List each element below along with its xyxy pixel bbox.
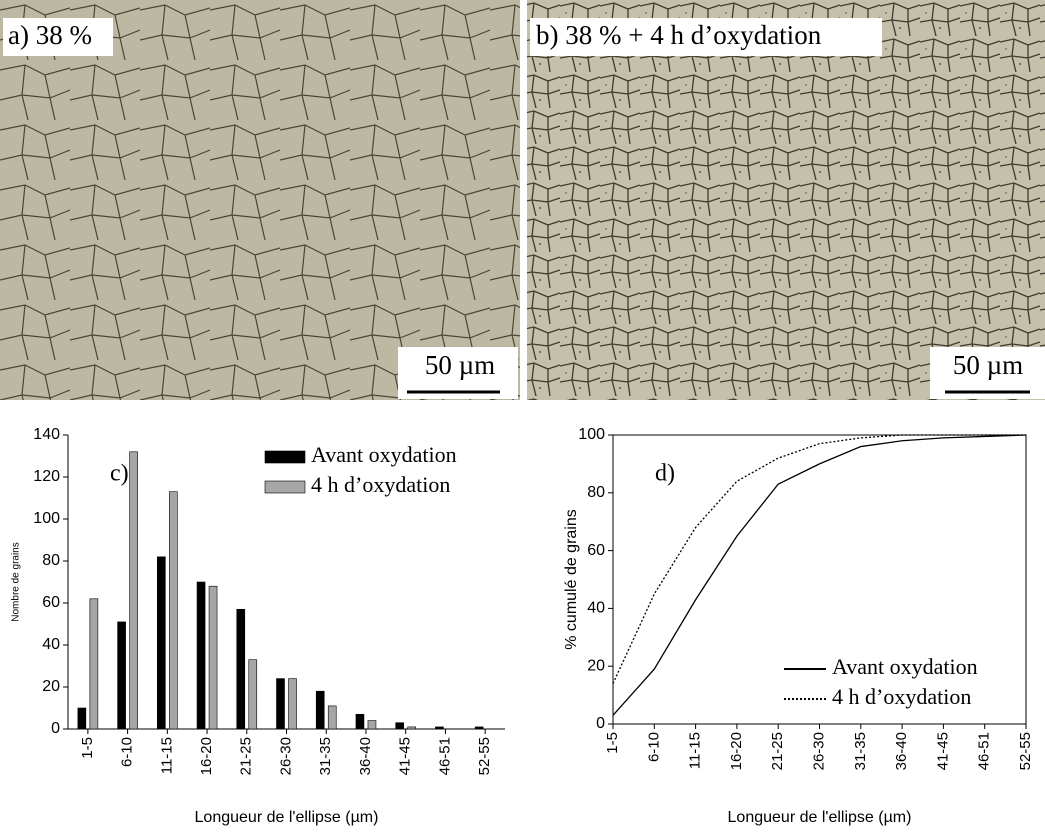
y-tick-label: 100 (33, 510, 60, 527)
scale-box (398, 347, 518, 399)
x-tick-label: 6-10 (119, 737, 136, 767)
legend-label: Avant oxydation (311, 442, 457, 467)
x-tick-label: 46-51 (436, 737, 453, 775)
bar (276, 678, 285, 730)
x-tick-label: 52-55 (476, 737, 493, 775)
y-tick-label: 80 (587, 484, 605, 501)
y-tick-label: 60 (42, 594, 60, 611)
x-tick-label: 11-15 (687, 732, 704, 769)
image-label: a) 38 % (8, 20, 92, 50)
bar (236, 608, 246, 730)
x-tick-label: 6-10 (645, 732, 662, 762)
legend-swatch (264, 480, 306, 494)
bar (315, 690, 325, 730)
bar (157, 556, 166, 730)
bar (474, 726, 484, 730)
annotation: d) (655, 461, 675, 487)
x-tick-label: 36-40 (893, 732, 910, 770)
y-tick-label: 140 (33, 426, 60, 443)
bar (248, 659, 258, 730)
y-tick-label: 40 (587, 600, 605, 617)
scale-label: 50 µm (425, 350, 495, 380)
bar (77, 707, 87, 730)
y-tick-label: 60 (587, 542, 605, 559)
bar (169, 491, 178, 730)
legend-label: Avant oxydation (832, 654, 978, 679)
x-tick-label: 41-45 (934, 732, 951, 770)
legend-swatch (264, 450, 306, 464)
x-tick-label: 26-30 (810, 732, 827, 770)
scale-box (930, 347, 1045, 399)
annotation: c) (110, 461, 129, 487)
x-tick-label: 21-25 (769, 732, 786, 770)
x-tick-label: 31-35 (317, 737, 334, 775)
label-box (3, 18, 113, 56)
y-tick-label: 20 (587, 657, 605, 674)
bar (89, 598, 99, 730)
micrograph-b (527, 0, 1045, 400)
bar (117, 621, 126, 730)
x-tick-label: 52-55 (1017, 732, 1034, 770)
bar (367, 720, 377, 730)
line (612, 434, 1027, 716)
x-tick-label: 11-15 (158, 737, 175, 774)
y-tick-label: 0 (596, 715, 605, 732)
label-box (530, 18, 882, 56)
y-tick-label: 0 (51, 720, 60, 737)
line (612, 434, 1026, 684)
bar (395, 722, 404, 730)
bar (435, 726, 444, 730)
x-tick-label: 46-51 (976, 732, 993, 770)
legend-label: 4 h d’oxydation (832, 684, 971, 709)
y-tick-label: 20 (42, 678, 60, 695)
x-tick-label: 16-20 (198, 737, 215, 775)
bar (196, 581, 206, 730)
scale-label: 50 µm (953, 350, 1023, 380)
bar (355, 713, 365, 730)
bar (129, 451, 138, 730)
y-tick-label: 80 (42, 552, 60, 569)
x-tick-label: 36-40 (357, 737, 374, 775)
legend-label: 4 h d’oxydation (311, 472, 450, 497)
x-tick-label: 1-5 (79, 737, 96, 759)
x-tick-label: 26-30 (277, 737, 294, 775)
y-tick-label: 40 (42, 636, 60, 653)
x-tick-label: 41-45 (397, 737, 414, 775)
bar (407, 726, 416, 730)
x-tick-label: 1-5 (604, 732, 621, 754)
image-label: b) 38 % + 4 h d’oxydation (536, 20, 822, 50)
micrograph-a (0, 0, 520, 400)
bar (327, 705, 337, 730)
x-tick-label: 21-25 (238, 737, 255, 775)
bar (208, 585, 218, 730)
y-tick-label: 120 (33, 468, 60, 485)
bar (288, 678, 297, 730)
x-axis-label: Longueur de l'ellipse (µm) (728, 809, 912, 826)
x-tick-label: 16-20 (728, 732, 745, 770)
y-tick-label: 100 (578, 426, 605, 443)
x-axis-label: Longueur de l'ellipse (µm) (195, 809, 379, 826)
x-tick-label: 31-35 (852, 732, 869, 770)
y-axis-label: Nombre de grains (11, 542, 22, 621)
y-axis-label: % cumulé de grains (563, 509, 580, 650)
